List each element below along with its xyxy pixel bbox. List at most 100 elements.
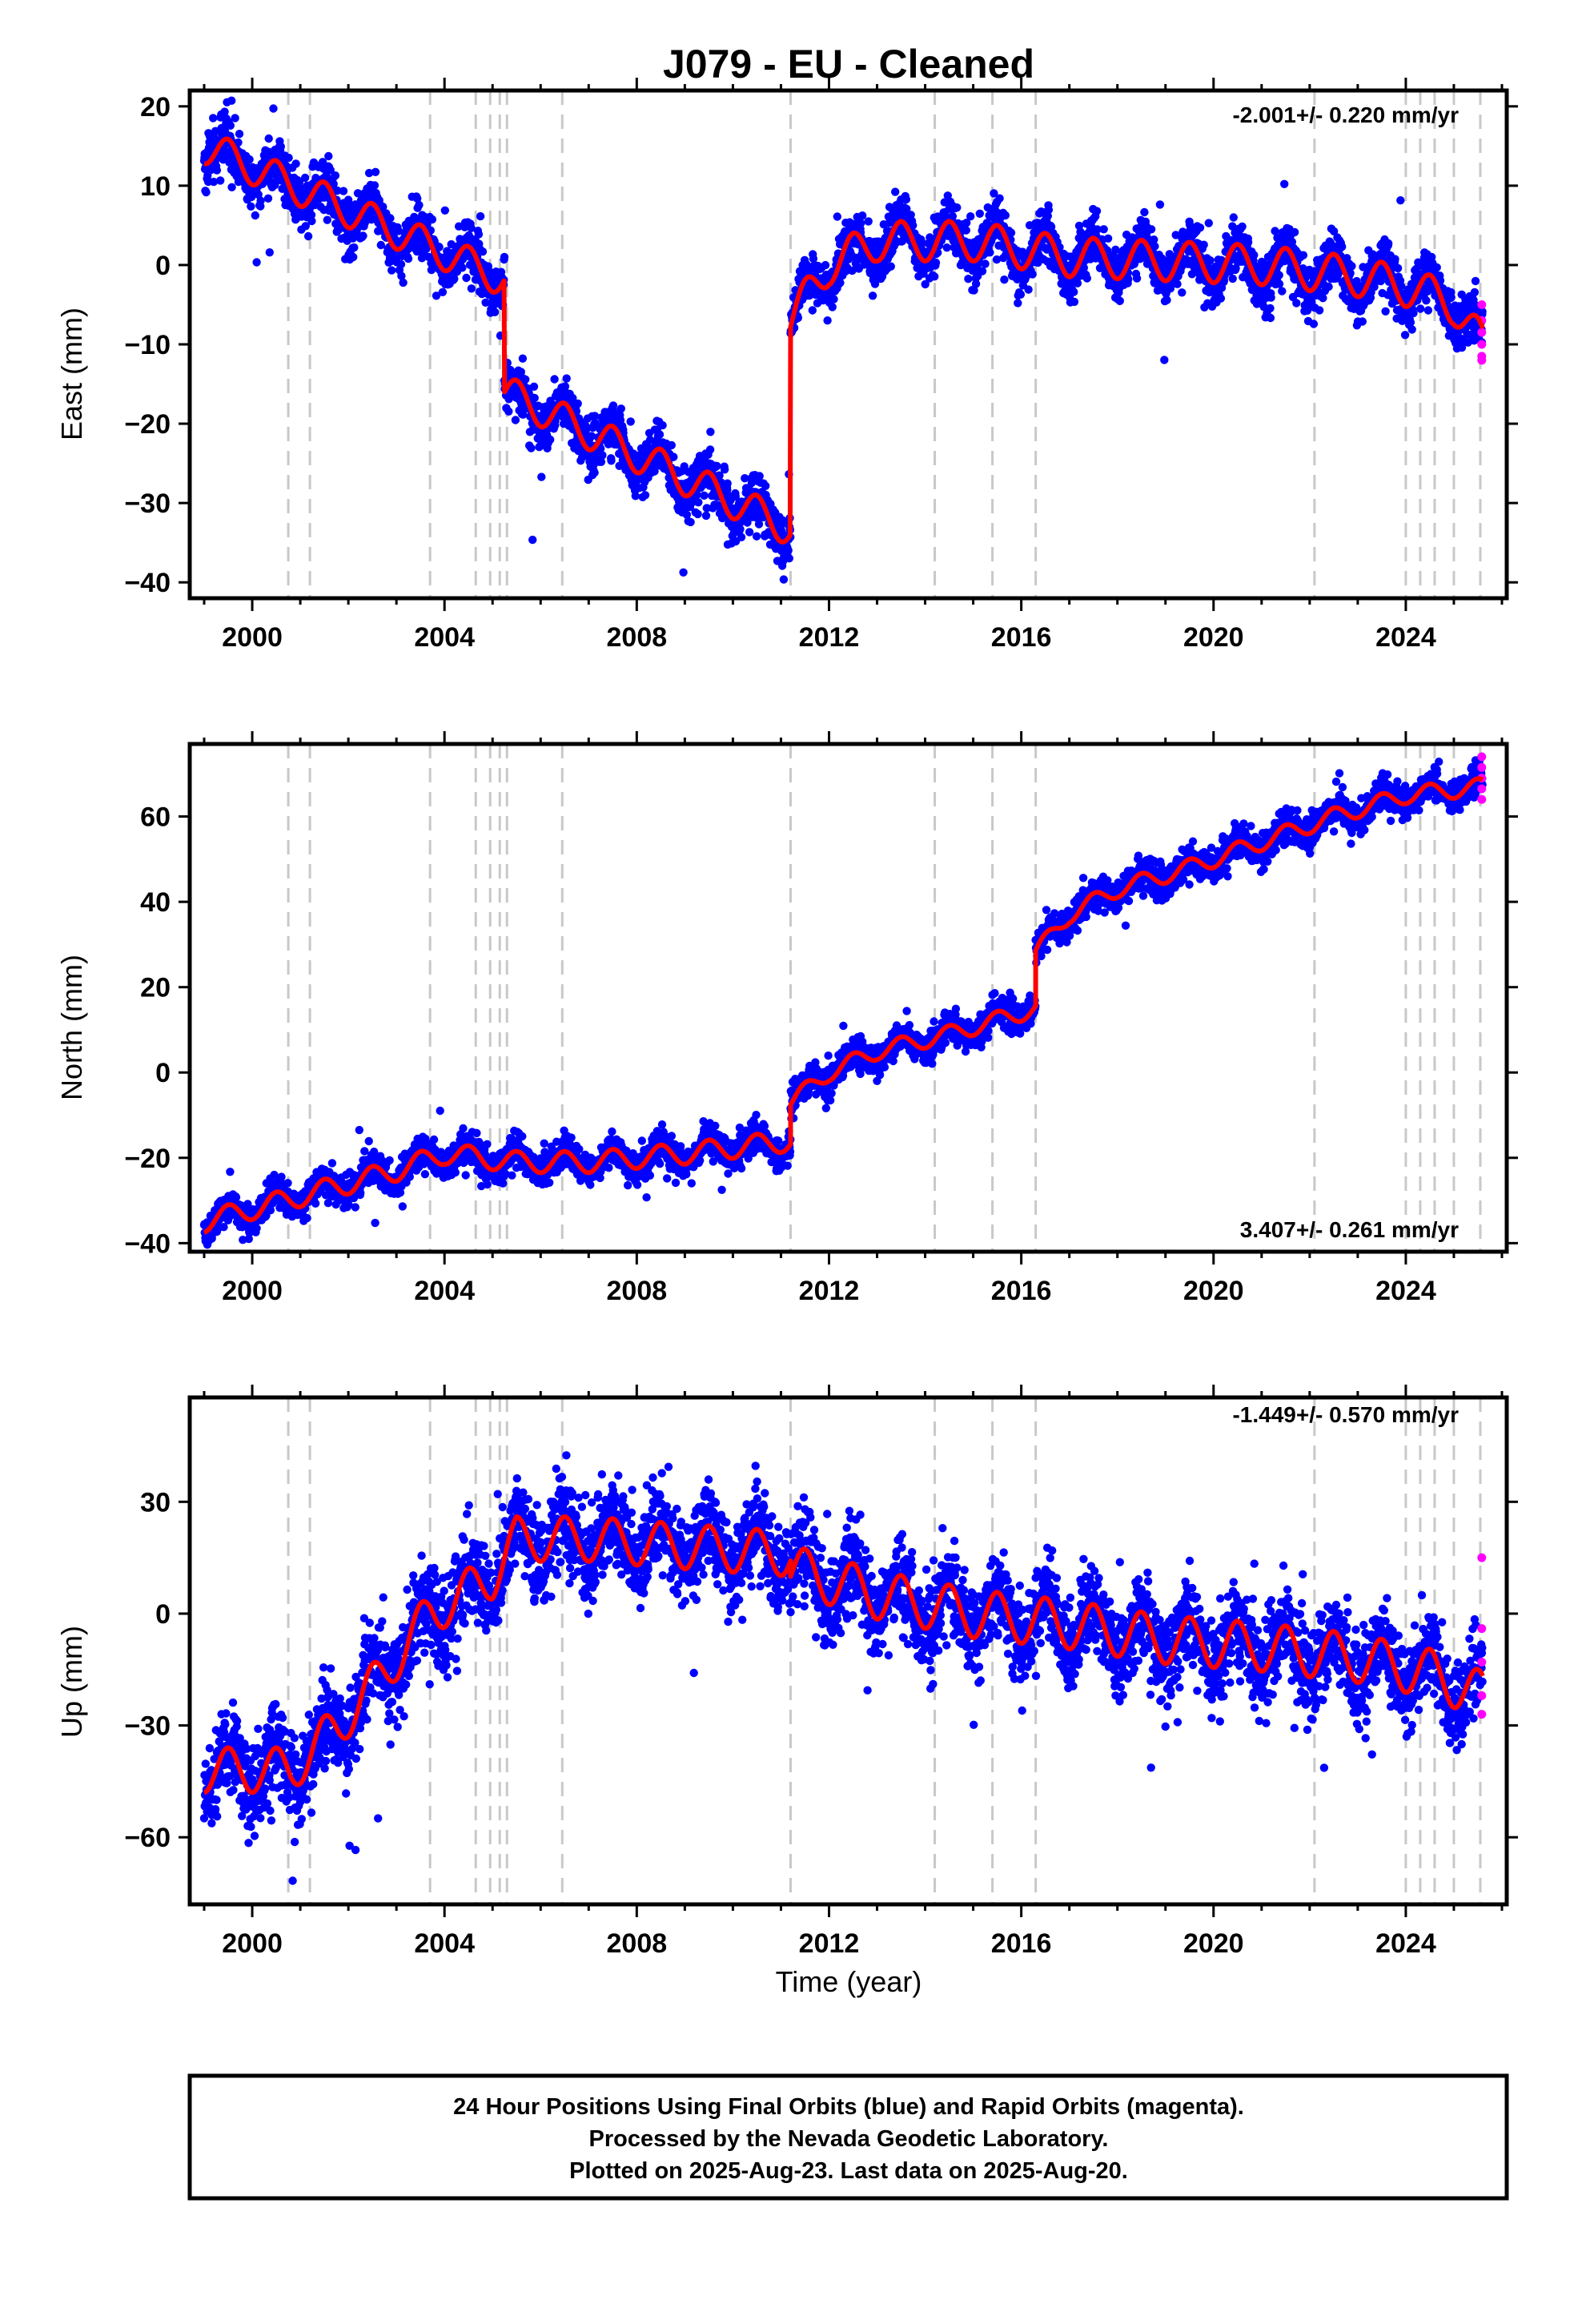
data-point bbox=[546, 435, 555, 444]
data-point bbox=[307, 211, 316, 219]
data-point bbox=[1280, 179, 1289, 188]
data-point bbox=[705, 445, 715, 454]
data-point bbox=[715, 471, 724, 480]
data-point bbox=[917, 239, 926, 247]
data-point bbox=[521, 375, 530, 384]
x-tick-label: 2008 bbox=[607, 622, 668, 653]
data-point bbox=[1082, 274, 1092, 283]
data-point bbox=[476, 211, 485, 221]
data-point bbox=[412, 233, 421, 242]
data-point bbox=[527, 444, 536, 452]
data-point bbox=[598, 451, 607, 460]
data-point bbox=[1432, 263, 1441, 272]
data-point bbox=[829, 295, 838, 304]
data-point bbox=[234, 138, 243, 147]
data-point bbox=[1173, 279, 1182, 288]
data-point bbox=[1400, 331, 1410, 340]
data-point bbox=[300, 173, 310, 183]
data-point bbox=[227, 183, 236, 191]
data-point bbox=[1199, 240, 1208, 249]
data-point bbox=[227, 96, 236, 105]
data-point bbox=[379, 203, 387, 211]
data-point bbox=[562, 374, 571, 383]
data-point bbox=[752, 532, 761, 541]
data-point bbox=[1150, 235, 1158, 244]
data-point bbox=[1074, 221, 1084, 231]
data-point bbox=[1423, 306, 1433, 315]
data-point bbox=[779, 575, 789, 584]
x-tick-label: 2012 bbox=[799, 622, 860, 653]
data-point bbox=[1243, 238, 1253, 247]
data-point bbox=[793, 313, 802, 323]
data-point bbox=[1155, 200, 1165, 209]
data-point bbox=[1043, 211, 1053, 220]
data-point bbox=[828, 303, 837, 312]
data-point bbox=[784, 546, 793, 555]
data-point bbox=[1292, 299, 1301, 308]
data-point bbox=[263, 194, 273, 203]
data-point bbox=[333, 186, 342, 195]
data-point bbox=[326, 166, 335, 175]
data-point bbox=[511, 416, 520, 424]
data-point bbox=[394, 227, 403, 235]
data-point bbox=[1093, 225, 1102, 234]
data-point bbox=[626, 417, 635, 426]
data-point bbox=[530, 393, 539, 403]
data-point bbox=[432, 292, 441, 300]
data-point bbox=[252, 258, 261, 267]
north-data-points bbox=[199, 752, 1487, 1249]
data-point bbox=[948, 211, 958, 221]
data-point bbox=[339, 187, 348, 195]
rapid-data-point bbox=[1477, 300, 1487, 309]
data-point bbox=[975, 209, 985, 218]
data-point bbox=[1079, 263, 1089, 272]
data-point bbox=[231, 114, 239, 123]
data-point bbox=[376, 240, 385, 250]
data-point bbox=[467, 223, 476, 232]
data-point bbox=[202, 187, 211, 197]
data-point bbox=[1103, 234, 1113, 243]
data-point bbox=[743, 518, 752, 527]
data-point bbox=[311, 1199, 320, 1208]
data-point bbox=[1092, 207, 1102, 215]
data-point bbox=[809, 254, 818, 263]
data-point bbox=[891, 187, 900, 196]
data-point bbox=[1470, 287, 1480, 297]
x-tick-label: 2016 bbox=[991, 622, 1052, 653]
data-point bbox=[462, 273, 471, 283]
data-point bbox=[858, 211, 867, 220]
data-point bbox=[1299, 251, 1308, 259]
data-point bbox=[1115, 296, 1125, 305]
data-point bbox=[251, 211, 259, 220]
data-point bbox=[1162, 296, 1171, 304]
data-point bbox=[731, 492, 740, 501]
data-point bbox=[1275, 271, 1283, 279]
data-point bbox=[737, 533, 746, 541]
data-point bbox=[254, 190, 263, 199]
data-point bbox=[970, 286, 978, 295]
data-point bbox=[1016, 290, 1026, 299]
data-point bbox=[550, 375, 559, 384]
data-point bbox=[1290, 227, 1299, 237]
data-point bbox=[1124, 275, 1133, 283]
data-point bbox=[1046, 223, 1056, 231]
x-tick-label: 2004 bbox=[414, 622, 475, 653]
data-point bbox=[396, 259, 406, 269]
data-point bbox=[596, 444, 605, 453]
data-point bbox=[962, 219, 971, 227]
data-point bbox=[741, 474, 749, 483]
data-point bbox=[761, 481, 770, 490]
data-point bbox=[518, 354, 528, 363]
data-point bbox=[264, 134, 273, 143]
data-point bbox=[458, 263, 467, 272]
data-point bbox=[1409, 308, 1418, 318]
data-point bbox=[931, 258, 941, 267]
data-point bbox=[596, 457, 606, 466]
data-point bbox=[1204, 219, 1214, 227]
data-point bbox=[1259, 303, 1268, 312]
data-point bbox=[1160, 356, 1169, 364]
data-point bbox=[754, 520, 764, 529]
data-point bbox=[1319, 294, 1327, 303]
data-point bbox=[902, 204, 911, 213]
